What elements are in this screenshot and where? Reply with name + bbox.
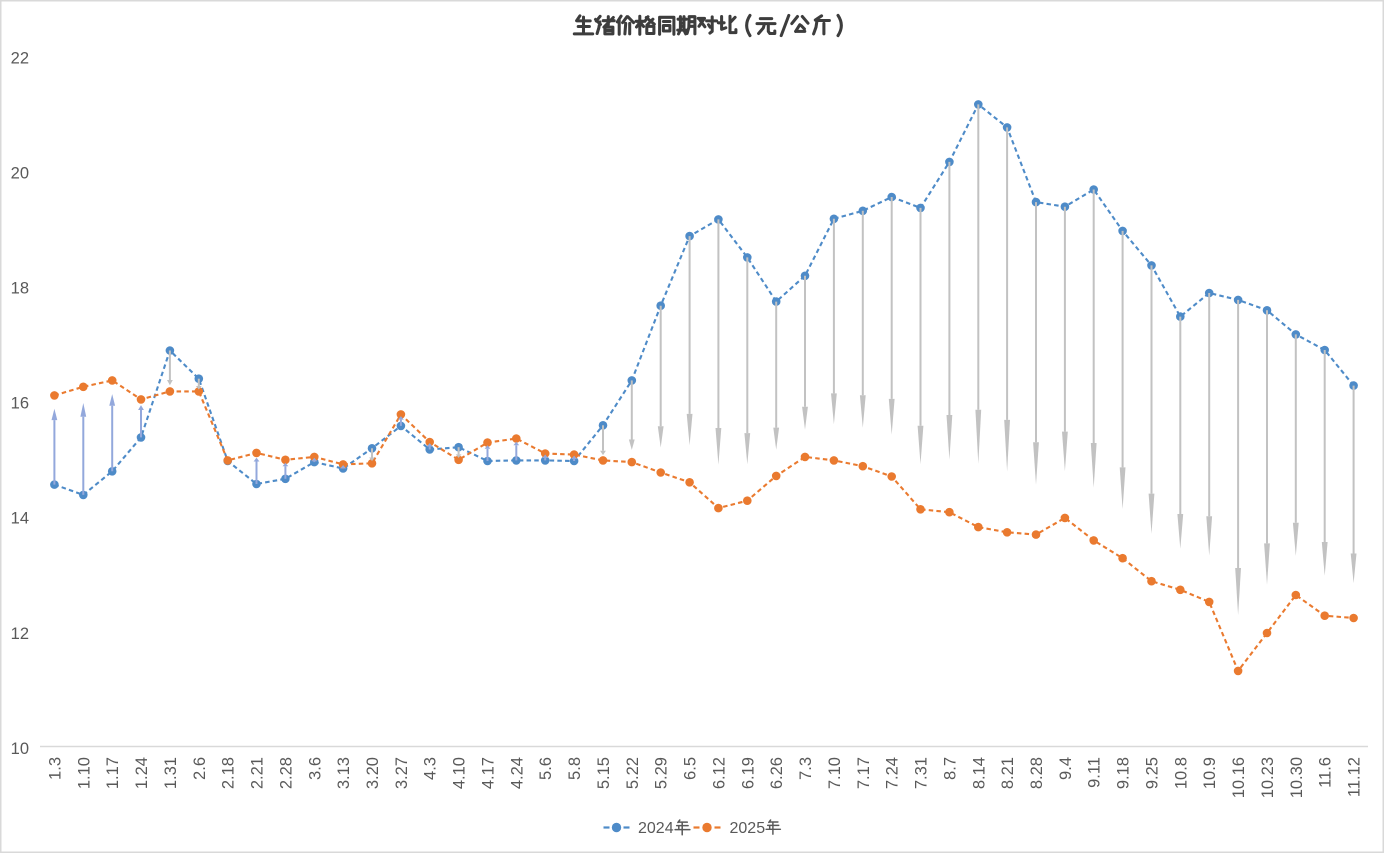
svg-text:12: 12 [11,625,29,643]
svg-text:2024: 2024 [638,820,674,837]
svg-text:11.12: 11.12 [1346,757,1364,797]
svg-text:10: 10 [11,740,29,758]
svg-text:5.29: 5.29 [653,757,671,789]
svg-text:2.28: 2.28 [277,757,295,789]
svg-text:9.25: 9.25 [1144,757,1162,789]
svg-text:2.18: 2.18 [220,757,238,789]
svg-text:1.3: 1.3 [46,757,64,780]
svg-text:1.17: 1.17 [104,757,122,789]
svg-text:7.17: 7.17 [855,757,873,789]
svg-text:2.6: 2.6 [191,757,209,780]
svg-text:20: 20 [11,165,29,183]
svg-text:8.7: 8.7 [941,757,959,780]
svg-text:6.12: 6.12 [710,757,728,789]
svg-text:11.6: 11.6 [1317,757,1335,788]
svg-text:6.19: 6.19 [739,757,757,789]
svg-text:8.21: 8.21 [999,757,1017,789]
svg-text:9.4: 9.4 [1057,757,1075,780]
svg-text:16: 16 [11,395,29,413]
svg-text:8.28: 8.28 [1028,757,1046,789]
svg-text:22: 22 [11,50,29,68]
svg-text:10.30: 10.30 [1288,757,1306,798]
svg-text:10.9: 10.9 [1201,757,1219,789]
svg-text:4.24: 4.24 [508,757,526,789]
svg-text:10.23: 10.23 [1259,757,1277,798]
svg-text:5.6: 5.6 [537,757,555,780]
svg-text:2.21: 2.21 [249,757,267,789]
svg-text:3.20: 3.20 [364,757,382,789]
svg-text:5.8: 5.8 [566,757,584,780]
svg-text:6.5: 6.5 [682,757,700,780]
svg-text:6.26: 6.26 [768,757,786,789]
svg-text:9.18: 9.18 [1115,757,1133,789]
svg-text:10.8: 10.8 [1172,757,1190,789]
svg-text:7.24: 7.24 [884,757,902,789]
svg-text:4.3: 4.3 [422,757,440,780]
svg-text:7.3: 7.3 [797,757,815,780]
svg-text:14: 14 [11,510,29,528]
svg-text:4.17: 4.17 [480,757,498,789]
svg-text:3.6: 3.6 [306,757,324,780]
svg-text:2025: 2025 [730,820,766,837]
svg-text:10.16: 10.16 [1230,757,1248,798]
svg-text:3.13: 3.13 [335,757,353,789]
svg-text:4.10: 4.10 [451,757,469,789]
svg-text:3.27: 3.27 [393,757,411,789]
svg-text:1.24: 1.24 [133,757,151,789]
svg-text:7.10: 7.10 [826,757,844,789]
svg-text:5.22: 5.22 [624,757,642,789]
svg-text:1.10: 1.10 [75,757,93,789]
svg-text:18: 18 [11,280,29,298]
svg-text:5.15: 5.15 [595,757,613,789]
svg-text:7.31: 7.31 [913,757,931,789]
svg-text:1.31: 1.31 [162,757,180,789]
svg-text:8.14: 8.14 [970,757,988,789]
svg-text:9.11: 9.11 [1086,757,1104,788]
